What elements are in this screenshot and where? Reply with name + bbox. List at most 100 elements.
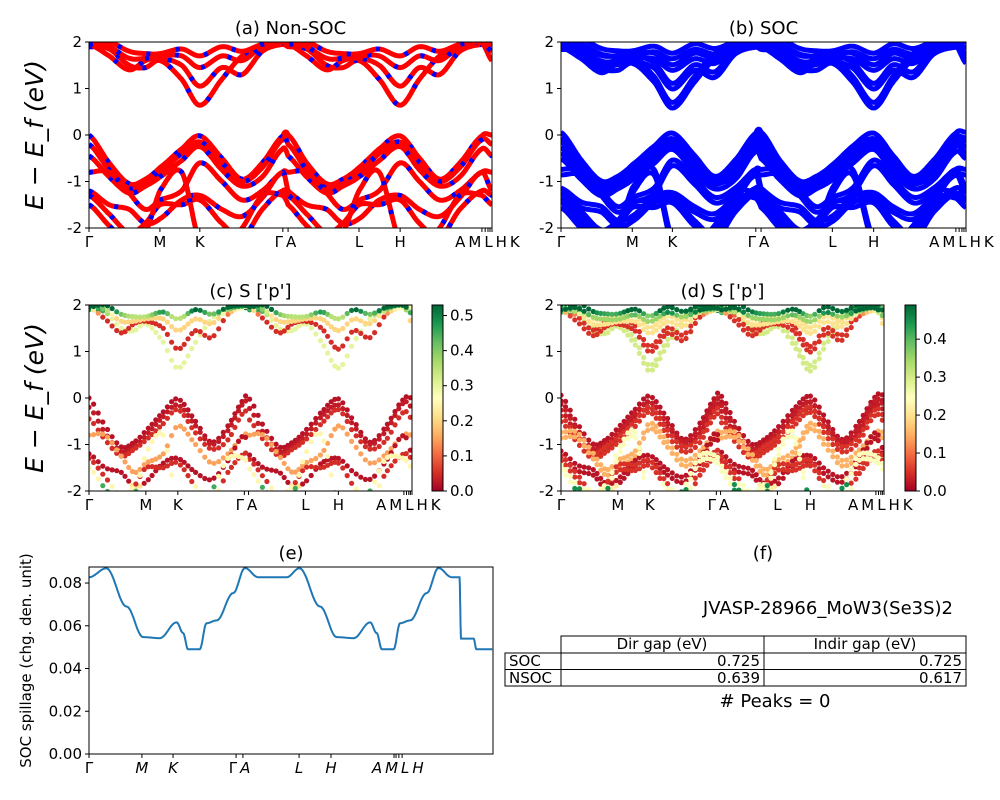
band-point	[197, 307, 203, 313]
band-point	[848, 486, 854, 491]
band-point	[785, 307, 791, 313]
band-point	[164, 415, 170, 421]
band-point	[177, 364, 183, 370]
band-point	[392, 443, 398, 449]
y-tick-label: 0.02	[49, 702, 82, 720]
band-point	[641, 413, 647, 419]
band-point	[563, 429, 569, 435]
band-point	[864, 406, 870, 412]
band-point	[879, 406, 884, 412]
band-point	[772, 456, 778, 462]
band-point	[289, 469, 295, 475]
band-point	[625, 430, 631, 436]
x-tick-label: H	[333, 496, 344, 514]
band-point	[785, 334, 791, 340]
band-point	[723, 458, 729, 464]
band-point	[95, 410, 101, 416]
band-point	[354, 506, 359, 511]
band-point	[825, 313, 831, 319]
band-point	[591, 505, 596, 510]
band-point	[137, 323, 143, 329]
band-point	[844, 457, 850, 463]
band-point	[715, 454, 721, 460]
band-point	[749, 441, 756, 448]
x-tick-label: K	[431, 496, 442, 514]
band-point	[160, 451, 166, 457]
band-point	[669, 445, 675, 451]
band-point	[812, 311, 818, 317]
band-point	[683, 330, 689, 336]
band-point	[104, 488, 111, 491]
band-point	[674, 322, 680, 328]
band-point	[235, 408, 242, 414]
band-point	[268, 317, 275, 323]
band-point	[745, 446, 751, 452]
band-point	[679, 501, 684, 506]
band-point	[793, 320, 799, 326]
x-tick-label: H	[970, 233, 981, 251]
band-point	[206, 445, 212, 451]
band-point	[376, 468, 382, 474]
band-point	[561, 453, 564, 459]
band-point	[641, 316, 647, 322]
band-point	[807, 349, 814, 355]
band-point	[104, 305, 111, 309]
band-point	[629, 331, 635, 338]
x-tick-label: K	[168, 759, 179, 777]
band-point	[594, 462, 600, 468]
band-point	[228, 431, 234, 438]
band-point	[317, 422, 323, 428]
band-point	[177, 403, 183, 409]
band-point	[776, 461, 782, 467]
band-point	[335, 328, 341, 334]
band-point	[381, 473, 387, 479]
band-point	[688, 442, 694, 448]
band-point	[749, 467, 756, 473]
band-point	[839, 318, 845, 324]
band-point	[830, 495, 835, 500]
band-point	[388, 453, 394, 459]
band-point	[723, 415, 729, 421]
band-point	[344, 412, 350, 418]
band-point	[211, 484, 217, 490]
band-point	[797, 330, 803, 337]
band-point	[255, 467, 261, 473]
band-point	[563, 466, 569, 473]
band-point	[220, 310, 226, 316]
band-point	[561, 413, 564, 419]
band-point	[625, 414, 631, 420]
band-point	[407, 403, 412, 409]
band-point	[657, 308, 663, 314]
band-point	[598, 462, 604, 468]
x-tick-label: H	[868, 233, 879, 251]
band-point	[228, 464, 234, 470]
band-point	[688, 461, 694, 467]
band-point	[353, 426, 359, 432]
band-point	[860, 460, 866, 466]
band-point	[581, 320, 587, 326]
band-point	[848, 454, 854, 460]
band-point	[688, 318, 694, 324]
panel-b-title: (b) SOC	[729, 18, 798, 39]
band-point	[563, 306, 569, 312]
band-point	[358, 318, 364, 324]
band-point	[674, 501, 679, 506]
band-point	[807, 457, 814, 463]
band-point	[206, 441, 212, 447]
band-point	[340, 400, 346, 406]
band-point	[665, 472, 671, 478]
band-point	[137, 472, 143, 478]
band-point	[834, 317, 841, 323]
band-point	[860, 417, 866, 423]
band-point	[834, 479, 841, 485]
band-point	[396, 402, 402, 408]
band-point	[308, 325, 314, 331]
band-point	[349, 317, 355, 323]
band-point	[202, 325, 208, 331]
band-point	[89, 465, 92, 471]
band-point	[665, 325, 671, 331]
band-point	[844, 307, 850, 313]
band-point	[304, 426, 310, 432]
band-point	[674, 335, 680, 341]
band-point	[160, 421, 166, 427]
